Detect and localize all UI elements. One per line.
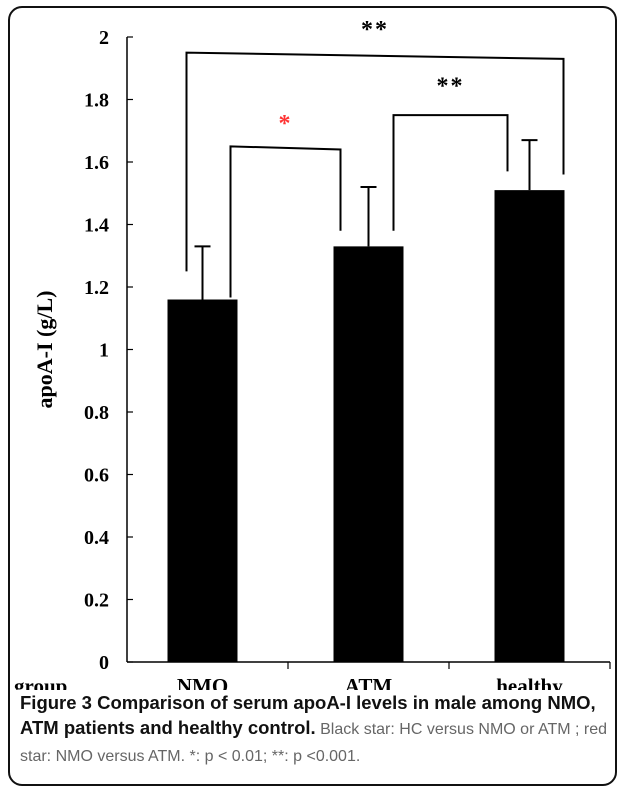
bar — [334, 246, 404, 662]
y-tick-label: 1.8 — [84, 90, 109, 112]
bar — [168, 300, 238, 663]
bar — [495, 190, 565, 662]
x-axis-label: group — [14, 674, 67, 690]
x-tick-label: healthy — [496, 674, 563, 690]
y-tick-label: 0 — [99, 652, 109, 674]
bar-chart: 0 0.2 0.4 0.6 0.8 1 1.2 1.4 1.6 1.8 2 apoA-I (g/L) g… — [0, 0, 627, 690]
significance-star: * — [279, 111, 293, 137]
y-tick-label: 2 — [99, 27, 109, 49]
y-tick-label: 0.8 — [84, 402, 109, 424]
y-tick-label: 0.4 — [84, 527, 109, 549]
significance-bracket — [394, 115, 508, 231]
y-tick-label: 0.2 — [84, 590, 109, 612]
y-axis-label: apoA-I (g/L) — [32, 291, 57, 409]
bars-group: NMO ATM healthy — [168, 140, 565, 690]
y-tick-label: 1.2 — [84, 277, 109, 299]
y-tick-label: 1 — [99, 340, 109, 362]
x-tick-label: ATM — [345, 674, 393, 690]
significance-bracket — [231, 146, 341, 297]
x-tick-label: NMO — [177, 674, 228, 690]
y-tick-label: 1.6 — [84, 152, 109, 174]
figure-caption: Figure 3 Comparison of serum apoA-I leve… — [20, 690, 610, 769]
y-tick-label: 1.4 — [84, 215, 109, 237]
significance-star: ** — [361, 17, 389, 43]
significance-star: ** — [437, 73, 465, 99]
y-tick-label: 0.6 — [84, 465, 109, 487]
